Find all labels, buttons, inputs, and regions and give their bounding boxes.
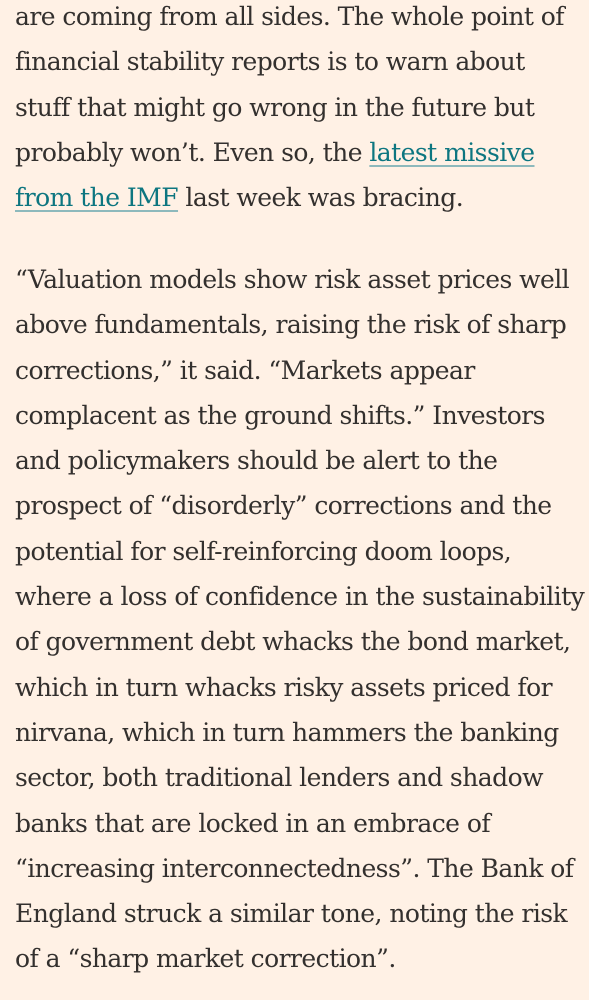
text-line: financial stability reports is to warn a… <box>15 47 525 77</box>
text-line: potential for self-reinforcing doom loop… <box>15 536 512 566</box>
text-line: “increasing interconnectedness”. The Ban… <box>15 853 574 883</box>
text-segment: last week was bracing. <box>178 183 464 213</box>
text-line: of a “sharp market correction”. <box>15 944 396 974</box>
paragraph-2: “Valuation models show risk asset prices… <box>15 257 585 982</box>
text-line: probably won’t. Even so, the latest miss… <box>15 130 564 175</box>
imf-report-link[interactable]: latest missive <box>369 137 535 167</box>
text-line: and policymakers should be alert to the <box>15 446 498 476</box>
text-line: where a loss of confidence in the sustai… <box>15 582 585 612</box>
text-line: banks that are locked in an embrace of <box>15 808 491 838</box>
text-line: corrections,” it said. “Markets appear <box>15 355 475 385</box>
text-line: which in turn whacks risky assets priced… <box>15 672 553 702</box>
text-segment: probably won’t. Even so, the <box>15 137 370 167</box>
paragraph-1: are coming from all sides. The whole poi… <box>15 0 565 220</box>
text-line: of government debt whacks the bond marke… <box>15 627 571 657</box>
text-line: prospect of “disorderly” corrections and… <box>15 491 552 521</box>
text-line: from the IMF last week was bracing. <box>15 175 564 220</box>
imf-report-link-continued[interactable]: from the IMF <box>15 183 179 213</box>
text-line: England struck a similar tone, noting th… <box>15 899 568 929</box>
text-line: stuff that might go wrong in the future … <box>15 92 535 122</box>
text-line: complacent as the ground shifts.” Invest… <box>15 400 546 430</box>
text-line: sector, both traditional lenders and sha… <box>15 763 543 793</box>
text-line: “Valuation models show risk asset prices… <box>15 265 570 294</box>
text-line: above fundamentals, raising the risk of … <box>15 310 567 340</box>
text-line: nirvana, which in turn hammers the banki… <box>15 717 559 747</box>
text-line: are coming from all sides. The whole poi… <box>15 2 565 31</box>
